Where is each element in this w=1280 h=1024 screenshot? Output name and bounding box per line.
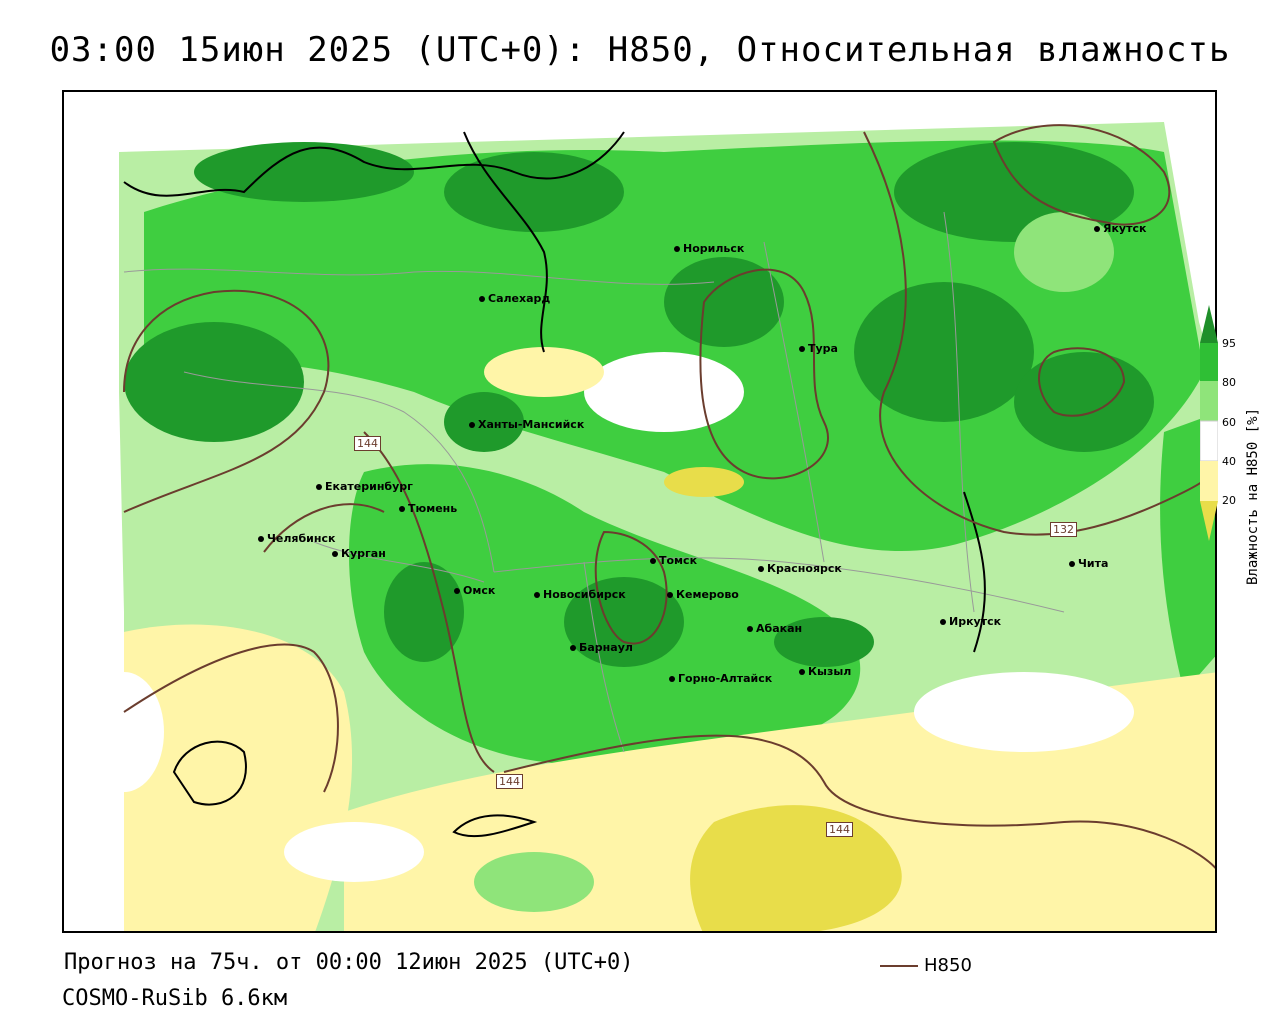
contour-line-sample <box>880 964 918 967</box>
humidity-colorbar <box>1200 305 1218 541</box>
city-label: Тюмень <box>399 502 457 515</box>
city-label: Кемерово <box>667 588 739 601</box>
city-label: Кызыл <box>799 665 851 678</box>
colorbar-segment-below-20 <box>1200 501 1218 541</box>
city-marker <box>258 536 264 542</box>
city-marker <box>674 246 680 252</box>
colorbar-tick: 95 <box>1222 337 1236 350</box>
contour-label: 132 <box>1050 522 1077 537</box>
city-label: Красноярск <box>758 562 842 575</box>
city-label: Горно-Алтайск <box>669 672 772 685</box>
city-marker <box>1069 561 1075 567</box>
city-marker <box>940 619 946 625</box>
city-label: Омск <box>454 584 495 597</box>
colorbar-title: Влажность на H850 [%] <box>1245 407 1261 585</box>
contour-label: 144 <box>496 774 523 789</box>
city-marker <box>332 551 338 557</box>
colorbar-tick: 40 <box>1222 455 1236 468</box>
colorbar-segment-40-60 <box>1200 420 1218 462</box>
city-label: Чита <box>1069 557 1108 570</box>
city-marker <box>747 626 753 632</box>
city-label: Челябинск <box>258 532 335 545</box>
contour-legend: H850 <box>880 955 972 976</box>
city-marker <box>1094 226 1100 232</box>
city-label: Екатеринбург <box>316 480 413 493</box>
city-marker <box>469 422 475 428</box>
colorbar-segment-95plus <box>1200 305 1218 343</box>
city-label: Салехард <box>479 292 550 305</box>
city-marker <box>667 592 673 598</box>
contour-legend-label: H850 <box>924 955 972 976</box>
city-label: Курган <box>332 547 386 560</box>
city-label: Якутск <box>1094 222 1146 235</box>
city-marker <box>669 676 675 682</box>
contour-label: 144 <box>354 436 381 451</box>
forecast-info: Прогноз на 75ч. от 00:00 12июн 2025 (UTC… <box>64 950 634 975</box>
city-marker <box>799 669 805 675</box>
city-marker <box>799 346 805 352</box>
city-label: Новосибирск <box>534 588 626 601</box>
city-marker <box>534 592 540 598</box>
colorbar-segment-60-80 <box>1200 381 1218 421</box>
city-marker <box>758 566 764 572</box>
city-label: Ханты-Мансийск <box>469 418 584 431</box>
humidity-field <box>64 92 1215 931</box>
city-label: Тура <box>799 342 838 355</box>
city-label: Барнаул <box>570 641 633 654</box>
contour-label: 144 <box>826 822 853 837</box>
colorbar-tick: 60 <box>1222 416 1236 429</box>
city-marker <box>399 506 405 512</box>
city-marker <box>316 484 322 490</box>
map-area[interactable]: 144 144 144 132 Норильск Якутск Салехард… <box>62 90 1217 933</box>
city-marker <box>570 645 576 651</box>
city-label: Абакан <box>747 622 802 635</box>
city-label: Иркутск <box>940 615 1001 628</box>
colorbar-segment-80-95 <box>1200 343 1218 381</box>
colorbar-tick: 80 <box>1222 376 1236 389</box>
map-title: 03:00 15июн 2025 (UTC+0): H850, Относите… <box>49 30 1231 70</box>
city-marker <box>454 588 460 594</box>
colorbar-segment-20-40 <box>1200 461 1218 501</box>
city-label: Норильск <box>674 242 744 255</box>
city-label: Томск <box>650 554 697 567</box>
city-marker <box>479 296 485 302</box>
model-name: COSMO-RuSib 6.6км <box>62 986 288 1011</box>
city-marker <box>650 558 656 564</box>
colorbar-tick: 20 <box>1222 494 1236 507</box>
